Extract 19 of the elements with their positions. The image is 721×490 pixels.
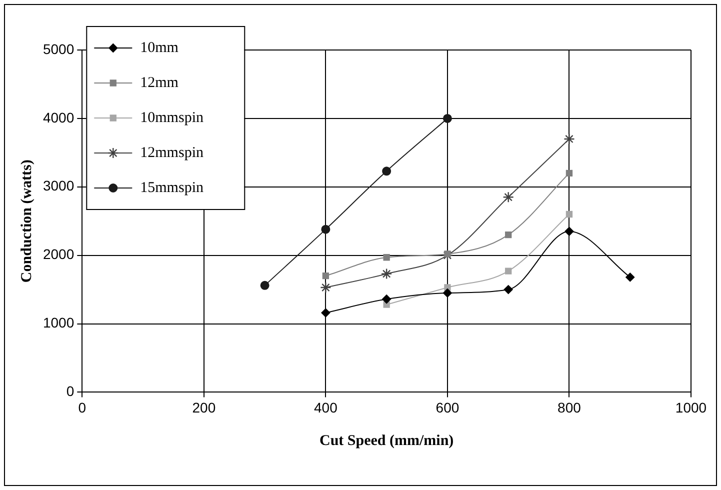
y-axis-title: Conduction (watts): [18, 160, 35, 283]
x-axis-title: Cut Speed (mm/min): [319, 432, 454, 449]
x-tick-label: 600: [436, 399, 460, 416]
x-tick-label: 400: [314, 399, 338, 416]
legend-label: 10mm: [140, 40, 179, 56]
legend-label: 12mm: [140, 74, 179, 91]
y-tick-label: 4000: [42, 109, 74, 126]
legend-label: 10mmspin: [140, 110, 204, 126]
y-tick-label: 3000: [42, 178, 74, 194]
x-tick-label: 200: [192, 399, 216, 416]
y-tick-label: 0: [66, 383, 74, 400]
y-tick-label: 2000: [42, 246, 74, 262]
x-tick-label: 0: [78, 399, 86, 416]
y-tick-label: 1000: [42, 314, 74, 331]
x-tick-label: 800: [558, 399, 582, 416]
x-tick-label: 1000: [675, 399, 707, 416]
legend-label: 12mmspin: [140, 144, 204, 161]
legend-label: 15mmspin: [140, 180, 204, 196]
y-tick-label: 5000: [42, 40, 74, 57]
